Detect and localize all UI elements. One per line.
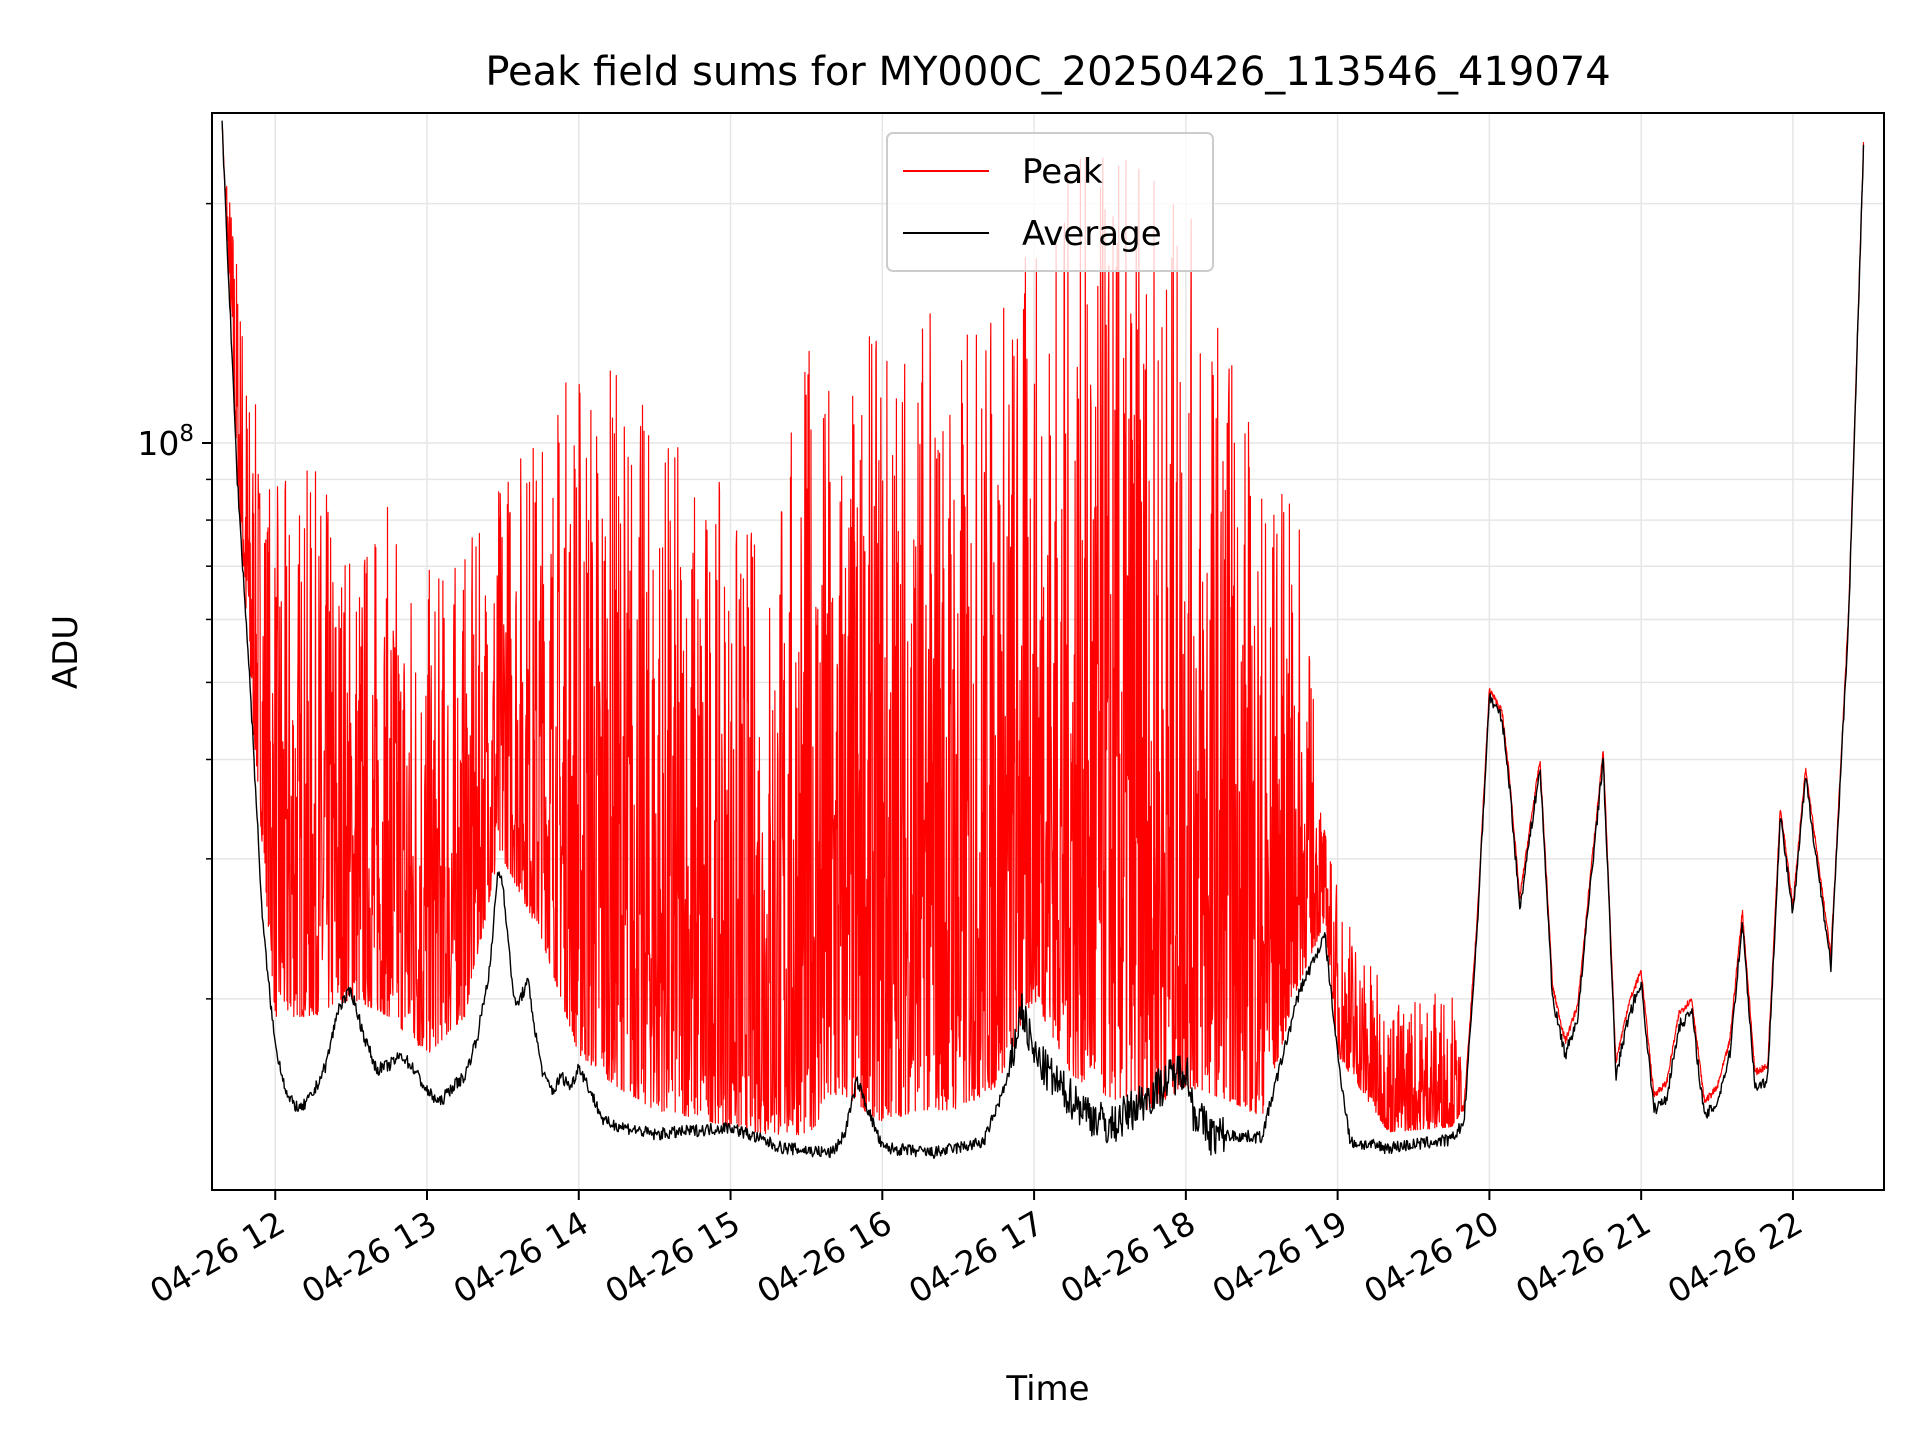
legend: Peak Average <box>886 132 1214 272</box>
series-line-average <box>221 120 1865 1159</box>
y-axis-label: ADU <box>46 615 86 689</box>
legend-label-peak: Peak <box>1022 152 1103 192</box>
plot-data <box>221 120 1865 1159</box>
plot-frame <box>211 112 1885 1191</box>
x-axis-label: Time <box>1005 1369 1089 1409</box>
chart-title: Peak field sums for MY000C_20250426_1135… <box>485 49 1610 95</box>
legend-label-average: Average <box>1022 214 1162 254</box>
legend-box <box>886 132 1214 272</box>
